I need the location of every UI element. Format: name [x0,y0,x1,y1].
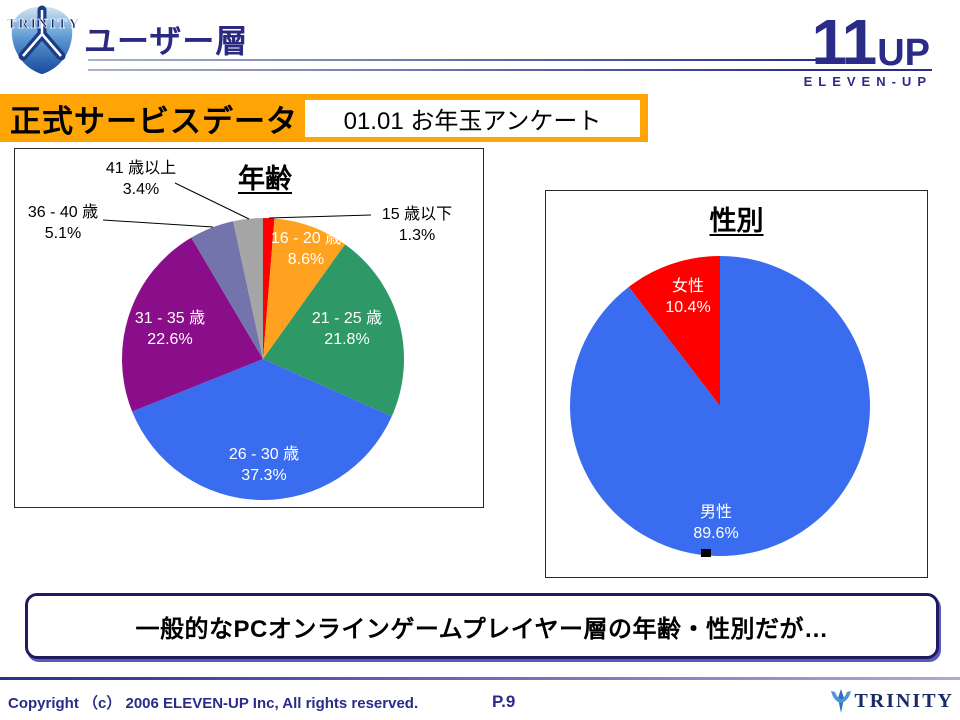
age-chart-title: 年齢 [238,164,292,194]
pie-slice [191,221,263,359]
conclusion-text: 一般的なPCオンラインゲームプレイヤー層の年齢・性別だが… [135,615,829,643]
age-chart-panel: 年齢 41 歳以上 3.4% 36 - 40 歳 5.1% 15 歳以下 1.3% 1… [14,148,484,508]
trinity-ball-logo-icon: TRINITY [6,2,79,78]
elevenup-logo: 11 UP ELEVEN-UP [803,6,932,90]
pie-slice [628,256,720,406]
gender-chart-title: 性別 [709,206,764,236]
pie-slice [263,218,275,359]
trinity-trident-icon [831,689,852,713]
pie-slice [263,218,346,359]
page-title: ユーザー層 [84,23,249,59]
section-banner: 正式サービスデータ 01.01 お年玉アンケート [0,94,648,142]
banner-label: 正式サービスデータ [10,103,298,139]
header-rule-bottom [88,69,828,71]
banner-tag: 01.01 お年玉アンケート [343,108,602,135]
gender-pie-chart [570,256,870,556]
pie-label-21-25: 21 - 25 歳 21.8% [311,310,383,348]
footer-trinity-text: TRINITY [854,689,954,712]
elevenup-logo-numeral: 11 [811,6,878,78]
page-number: P.9 [492,692,516,711]
pie-label-female: 女性 10.4% [665,278,711,316]
footer-rule [0,677,960,680]
trinity-logo-text: TRINITY [7,17,78,32]
pie-label-31-35: 31 - 35 歳 22.6% [134,310,206,348]
header-rule-top [88,59,828,61]
stray-square-marker [701,549,711,557]
elevenup-logo-name: ELEVEN-UP [803,74,932,90]
banner-tag-box: 01.01 お年玉アンケート [305,100,640,137]
leader-lines [102,182,372,228]
pie-label-36-40: 36 - 40 歳 5.1% [27,204,99,242]
pie-label-41-over: 41 歳以上 3.4% [105,160,177,198]
pie-label-male: 男性 89.6% [693,504,739,542]
footer-trinity-logo: TRINITY [830,688,954,714]
elevenup-logo-row: 11 UP [803,6,932,78]
pie-label-15-under: 15 歳以下 1.3% [381,206,453,244]
pie-slice [122,237,263,412]
copyright-text: Copyright （c） 2006 ELEVEN-UP Inc, All ri… [8,695,419,712]
pie-label-16-20: 16 - 20 歳 8.6% [270,230,342,268]
gender-chart-panel: 性別 女性 10.4% 男性 89.6% [545,190,928,578]
pie-slice [233,218,263,359]
pie-label-26-30: 26 - 30 歳 37.3% [228,446,300,484]
pie-slice [263,244,404,417]
age-pie-chart [102,182,404,500]
pie-slice [132,359,392,500]
elevenup-logo-up: UP [877,32,930,75]
conclusion-box: 一般的なPCオンラインゲームプレイヤー層の年齢・性別だが… [25,593,939,659]
